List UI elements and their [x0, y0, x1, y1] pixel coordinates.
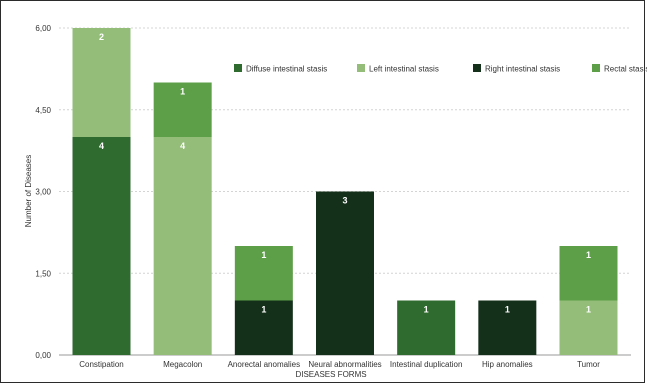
legend-swatch	[473, 64, 481, 72]
bar-segment	[316, 191, 374, 355]
y-tick-label: 3,00	[35, 188, 51, 197]
legend: Diffuse intestinal stasis Left intestinal…	[234, 64, 647, 74]
legend-swatch	[234, 64, 242, 72]
y-axis-title: Number of Diseases	[24, 155, 33, 227]
legend-swatch	[357, 64, 365, 72]
bar-value-label: 3	[342, 196, 347, 206]
bar-segment	[234, 300, 293, 355]
x-category-label: Megacolon	[163, 360, 202, 369]
bar-value-label: 1	[586, 250, 591, 260]
bar-segment	[72, 137, 131, 355]
x-category-label: Tumor	[577, 360, 600, 369]
legend-label: Right intestinal stasis	[485, 65, 560, 74]
bar-segment	[559, 246, 618, 301]
legend-label: Left intestinal stasis	[369, 65, 439, 74]
bar-segment	[234, 246, 293, 301]
bar-value-label: 1	[505, 305, 510, 315]
bar-segment	[397, 300, 456, 355]
bar-value-label: 1	[180, 87, 185, 97]
y-tick-label: 0,00	[35, 351, 51, 360]
bar-value-label: 1	[261, 250, 266, 260]
x-axis-title: DISEASES FORMS	[295, 370, 366, 379]
y-tick-label: 4,50	[35, 106, 51, 115]
x-category-label: Constipation	[79, 360, 123, 369]
legend-swatch	[592, 64, 600, 72]
bar-segment	[72, 28, 131, 137]
x-category-label: Intestinal duplication	[390, 360, 463, 369]
y-tick-label: 1,50	[35, 269, 51, 278]
x-category-label: Hip anomalies	[482, 360, 533, 369]
bar-value-label: 1	[261, 305, 266, 315]
x-category-label: Anorectal anomalies	[228, 360, 300, 369]
bar-segment	[559, 300, 618, 355]
bar-value-label: 4	[180, 141, 185, 151]
bar-segment	[153, 137, 212, 355]
bars: 4 2 4 1 1 1 3 1 1 1 1	[72, 28, 618, 355]
legend-label: Rectal stasis	[604, 65, 647, 74]
legend-label: Diffuse intestinal stasis	[246, 65, 327, 74]
bar-value-label: 1	[586, 305, 591, 315]
bar-segment	[478, 300, 537, 355]
x-category-label: Neural abnormalities	[308, 360, 381, 369]
bar-value-label: 1	[424, 305, 429, 315]
y-tick-label: 6,00	[35, 24, 51, 33]
y-tick-labels: 0,00 1,50 3,00 4,50 6,00	[35, 24, 51, 360]
bar-value-label: 2	[99, 32, 104, 42]
bar-value-label: 4	[99, 141, 104, 151]
x-category-labels: Constipation Megacolon Anorectal anomalies…	[79, 360, 600, 369]
bar-segment	[153, 82, 212, 137]
